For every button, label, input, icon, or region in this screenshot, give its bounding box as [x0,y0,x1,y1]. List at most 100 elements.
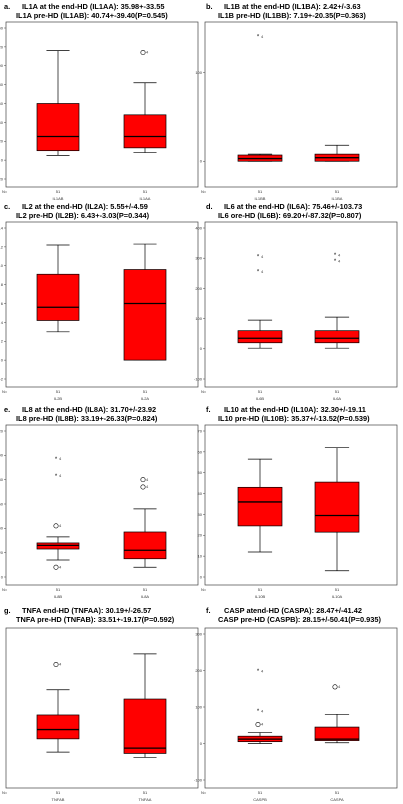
box-tnfab: 4 [36,662,80,753]
box-caspa: 4 [314,684,360,744]
iqr-box [123,114,167,149]
y-tick-label: 40 [0,120,4,125]
panel-letter: f. [206,606,211,615]
y-tick-label: -2 [0,376,4,381]
x-category-label: TNFAB [52,797,65,802]
x-category-label: CASPA [330,797,344,802]
y-tick-label: 200 [195,286,202,291]
y-tick-label: 0 [1,574,4,579]
y-tick-label: 120 [0,44,4,49]
y-tick-label: 0 [200,346,203,351]
y-tick-label: 20 [0,550,4,555]
outlier-label: 4 [59,523,62,528]
iqr-box [314,481,360,533]
panel-title-line: TNFA end-HD (TNFAA): 30.19+/-26.57 [22,606,152,615]
y-tick-label: 60 [198,449,203,454]
n-count: 51 [143,389,148,394]
outlier-label: 4 [261,34,264,39]
y-tick-label: 0 [200,574,203,579]
n-label: N= [2,587,8,592]
outlier-label: 4 [261,668,264,673]
outlier-label: 4 [261,269,264,274]
box-il10b [237,458,283,553]
iqr-box [36,714,80,740]
n-count: 51 [143,790,148,795]
box-il10a [314,447,360,572]
panel-title-line: IL6 at the end-HD (IL6A): 75.46+/-103.73 [224,202,363,211]
n-count: 51 [56,189,61,194]
outlier-star: * [257,270,260,276]
outlier-label: 4 [146,484,149,489]
panel-title-line: IL10 at the end-HD (IL10A): 32.30+/-19.1… [224,405,366,414]
iqr-box [123,698,167,754]
n-count: 51 [143,587,148,592]
iqr-box [123,269,167,361]
box-il1aa: 4 [123,50,167,153]
panel-title-line: TNFA pre-HD (TNFAB): 33.51+-19.17(P=0.59… [16,615,175,624]
outlier-label: 4 [261,254,264,259]
y-tick-label: 100 [0,63,4,68]
x-category-label: CASPB [253,797,267,802]
outlier-label: 4 [261,722,264,727]
n-count: 51 [143,189,148,194]
x-category-label: IL1AB [53,196,64,201]
box-il1bb: * 4 [237,34,283,162]
x-category-label: IL2A [141,396,150,401]
box-il6b: * 4* 4 [237,254,283,349]
outlier-star: * [257,669,260,675]
n-label: N= [201,587,207,592]
outlier-label: 4 [146,50,149,55]
plot-frame [204,21,398,188]
y-tick-label: 100 [195,704,202,709]
panel-letter: b. [206,2,213,11]
n-label: N= [2,790,8,795]
outlier-star: * [55,457,58,463]
outlier-circle [332,684,338,690]
y-tick-label: 6 [1,301,4,306]
panel-title-line: IL6 ore-HD (IL6B): 69.20+/-87.32(P=0.807… [218,211,362,220]
panel-title-line: IL1A at the end-HD (IL1AA): 35.98+-33.55 [22,2,165,11]
iqr-box [237,486,283,527]
y-tick-label: 100 [195,316,202,321]
y-tick-label: 100 [195,70,202,75]
panel-letter: c. [4,202,11,211]
y-tick-label: 70 [198,428,203,433]
plot-frame [204,424,398,586]
outlier-circle [140,477,146,483]
box-tnfaa [123,653,167,758]
panel-title-line: IL10 pre-HD (IL10B): 35.37+/-13.52(P=0.5… [218,414,370,423]
box-il2b [36,244,80,333]
box-il8a: 44 [123,477,167,568]
y-tick-label: 4 [1,320,4,325]
y-tick-label: 0 [1,158,4,163]
y-tick-label: 400 [195,225,202,230]
outlier-circle [53,564,59,570]
box-il1ba [314,144,360,162]
panel-title-line: IL1B pre-HD (IL1BB): 7.19+-20.35(P=0.363… [218,11,366,20]
n-count: 51 [258,189,263,194]
x-category-label: IL8A [141,594,150,599]
plot-frame [204,221,398,388]
outlier-label: 4 [338,258,341,263]
x-category-label: IL6A [333,396,342,401]
iqr-box [36,273,80,321]
y-tick-label: 50 [198,470,203,475]
y-tick-label: 0 [1,358,4,363]
y-tick-label: 60 [0,101,4,106]
panel-title-line: IL1B at the end-HD (IL1BA): 2.42+/-3.63 [224,2,361,11]
n-count: 51 [56,790,61,795]
x-category-label: IL1BB [255,196,266,201]
n-count: 51 [56,587,61,592]
y-tick-label: 10 [198,554,203,559]
x-category-label: IL2B [54,396,63,401]
y-tick-label: 300 [195,631,202,636]
x-category-label: TNFAA [139,797,152,802]
n-count: 51 [258,389,263,394]
outlier-label: 4 [59,473,62,478]
n-count: 51 [56,389,61,394]
y-tick-label: 80 [0,82,4,87]
y-tick-label: -100 [194,376,203,381]
